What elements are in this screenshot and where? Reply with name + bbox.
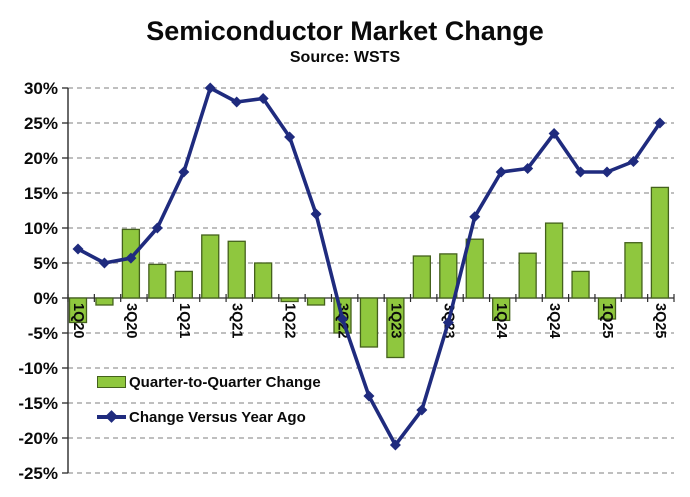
marker-4Q21 (257, 93, 269, 104)
y-tick-label: 0% (33, 289, 58, 308)
y-tick-label: -25% (18, 464, 58, 483)
gridlines: 30% 25% 20% 15% 10% 5% 0% -5% -10% -15% -20% -25% (18, 79, 674, 483)
marker-4Q20 (151, 222, 163, 234)
diamond-icon (105, 410, 118, 423)
bar-4Q20 (148, 263, 167, 299)
bar-4Q24 (571, 270, 590, 299)
marker-3Q20 (125, 252, 137, 264)
legend-label-year-ago: Change Versus Year Ago (129, 408, 306, 426)
x-tick-label-3Q25: 3Q25 (652, 303, 668, 338)
x-tick-label-1Q23: 1Q23 (387, 303, 403, 338)
marker-4Q24 (575, 166, 587, 178)
bar-3Q25 (650, 186, 670, 299)
marker-1Q20 (72, 243, 84, 255)
marker-1Q22 (284, 131, 296, 143)
marker-2Q22 (310, 208, 322, 220)
x-tick-label-1Q25: 1Q25 (599, 303, 615, 338)
chart-subtitle: Source: WSTS (289, 49, 401, 66)
bar-2Q23 (412, 255, 432, 299)
marker-3Q21 (231, 96, 243, 108)
bar-2Q21 (201, 234, 220, 299)
category-ticks (67, 294, 675, 302)
marker-1Q23 (389, 439, 401, 451)
chart-legend: Quarter-to-Quarter Change Change Versus … (97, 369, 321, 439)
x-tick-label-3Q21: 3Q21 (229, 303, 245, 338)
bar-3Q24 (544, 222, 564, 299)
marker-4Q23 (469, 211, 481, 223)
x-tick-label-3Q20: 3Q20 (123, 303, 139, 338)
chart-title: Semiconductor Market Change (146, 16, 544, 46)
qq-change-bars (68, 186, 670, 359)
y-tick-label: -5% (28, 324, 58, 343)
legend-label-quarter-change: Quarter-to-Quarter Change (129, 373, 321, 391)
y-tick-label: 30% (24, 79, 58, 98)
marker-4Q22 (363, 390, 375, 402)
bar-4Q21 (253, 262, 273, 299)
marker-2Q20 (98, 257, 110, 269)
yoy-line-markers (72, 82, 666, 451)
y-tick-label: -15% (18, 394, 58, 413)
bar-2Q25 (624, 242, 643, 299)
bar-swatch-icon (97, 376, 126, 388)
bar-1Q21 (174, 270, 193, 299)
bar-1Q23 (386, 297, 405, 359)
bar-4Q23 (465, 238, 484, 299)
marker-2Q23 (416, 404, 428, 416)
marker-1Q24 (495, 166, 507, 178)
marker-1Q21 (178, 166, 190, 178)
marker-3Q23 (442, 317, 454, 328)
bar-1Q25 (597, 297, 617, 320)
bar-1Q22 (280, 297, 299, 303)
y-tick-label: 20% (24, 149, 58, 168)
marker-2Q24 (522, 163, 534, 174)
bar-4Q22 (359, 297, 379, 348)
y-tick-label: 5% (33, 254, 58, 273)
marker-3Q24 (548, 128, 560, 139)
bar-3Q21 (227, 240, 246, 299)
legend-item-quarter-change: Quarter-to-Quarter Change (97, 369, 321, 395)
x-tick-label-1Q22: 1Q22 (282, 303, 298, 338)
bar-3Q20 (121, 228, 141, 299)
bar-3Q23 (439, 253, 458, 299)
bar-1Q24 (492, 297, 511, 322)
y-tick-label: -20% (18, 429, 58, 448)
bar-1Q20 (68, 297, 88, 324)
x-tick-label-3Q24: 3Q24 (546, 303, 562, 338)
y-tick-label: 25% (24, 114, 58, 133)
y-tick-label: -10% (18, 359, 58, 378)
marker-3Q22 (337, 313, 348, 325)
marker-2Q25 (627, 156, 639, 167)
bar-2Q22 (306, 297, 326, 306)
bar-2Q20 (95, 297, 114, 306)
bar-2Q24 (518, 252, 537, 299)
marker-2Q21 (204, 82, 216, 94)
x-tick-label-1Q24: 1Q24 (493, 303, 509, 338)
line-marker-icon (97, 410, 126, 423)
y-tick-label: 10% (24, 219, 58, 238)
marker-1Q25 (601, 166, 613, 178)
x-tick-label-1Q20: 1Q20 (70, 303, 86, 338)
x-tick-label-1Q21: 1Q21 (176, 303, 192, 338)
legend-item-year-ago: Change Versus Year Ago (97, 404, 321, 430)
marker-3Q25 (654, 117, 666, 129)
y-tick-label: 15% (24, 184, 58, 203)
